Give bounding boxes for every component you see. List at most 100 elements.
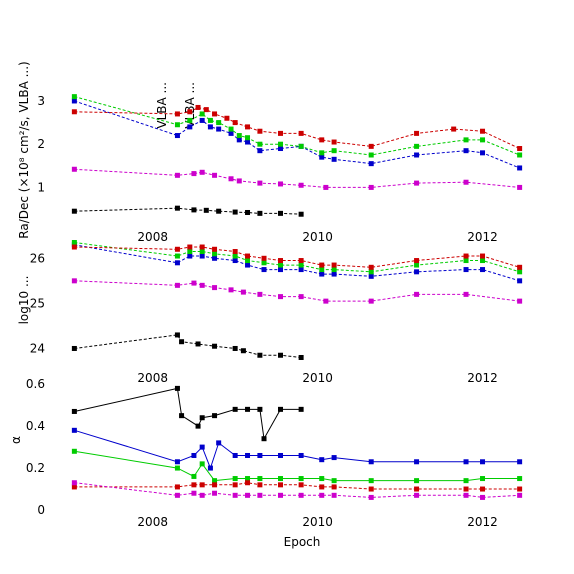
vertical-annotation-1: VLBA ... bbox=[155, 82, 169, 129]
data-point-red bbox=[278, 258, 284, 264]
data-point-magenta bbox=[245, 492, 251, 498]
y-tick-label: 1 bbox=[37, 180, 45, 194]
data-point-red bbox=[278, 482, 284, 488]
x-tick-label: 2008 bbox=[137, 230, 168, 244]
x-tick-label: 2012 bbox=[467, 515, 498, 529]
data-point-red bbox=[187, 109, 193, 115]
x-tick-label: 2008 bbox=[137, 515, 168, 529]
data-point-red bbox=[232, 482, 238, 488]
data-point-blue bbox=[368, 273, 374, 279]
data-point-green bbox=[174, 253, 180, 259]
data-point-black bbox=[232, 406, 238, 412]
data-point-blue bbox=[278, 267, 284, 273]
data-point-red bbox=[319, 137, 325, 143]
data-point-black bbox=[298, 211, 304, 217]
data-point-blue bbox=[414, 152, 420, 158]
data-point-green bbox=[368, 478, 374, 484]
data-point-red bbox=[517, 146, 523, 152]
data-point-red bbox=[174, 246, 180, 252]
y-axis-title-middle: log10 ... bbox=[17, 276, 31, 325]
data-point-red bbox=[174, 484, 180, 490]
data-point-red bbox=[212, 246, 218, 252]
data-point-black bbox=[232, 209, 238, 215]
data-point-black bbox=[278, 406, 284, 412]
data-point-black bbox=[191, 207, 197, 213]
data-point-blue bbox=[368, 161, 374, 167]
data-point-red bbox=[71, 484, 77, 490]
data-point-red bbox=[245, 253, 251, 259]
y-tick-label: 0.2 bbox=[26, 461, 45, 475]
y-axis-title-bottom: α bbox=[9, 436, 23, 444]
data-point-magenta bbox=[212, 172, 218, 178]
data-point-red bbox=[212, 482, 218, 488]
data-point-black bbox=[298, 406, 304, 412]
data-point-blue bbox=[199, 253, 205, 259]
data-point-blue bbox=[331, 455, 337, 461]
x-tick-label: 2010 bbox=[302, 515, 333, 529]
data-point-green bbox=[319, 267, 325, 273]
data-point-black bbox=[278, 352, 284, 358]
data-point-red bbox=[278, 130, 284, 136]
data-point-black bbox=[71, 408, 77, 414]
data-point-blue bbox=[257, 452, 263, 458]
data-point-blue bbox=[278, 146, 284, 152]
data-point-black bbox=[174, 205, 180, 211]
data-point-green bbox=[71, 94, 77, 100]
data-point-magenta bbox=[174, 172, 180, 178]
data-point-red bbox=[331, 262, 337, 268]
data-point-blue bbox=[228, 130, 234, 136]
data-point-blue bbox=[174, 260, 180, 266]
data-point-blue bbox=[517, 459, 523, 465]
data-point-blue bbox=[174, 459, 180, 465]
data-point-blue bbox=[207, 465, 213, 471]
data-point-blue bbox=[517, 165, 523, 171]
data-point-magenta bbox=[71, 278, 77, 284]
data-point-red bbox=[261, 255, 267, 261]
series-line-magenta bbox=[74, 168, 520, 188]
data-point-magenta bbox=[368, 494, 374, 500]
data-point-magenta bbox=[323, 298, 329, 304]
data-point-magenta bbox=[199, 282, 205, 288]
data-point-magenta bbox=[298, 182, 304, 188]
data-point-green bbox=[257, 141, 263, 147]
data-point-black bbox=[174, 332, 180, 338]
data-point-black bbox=[203, 207, 209, 213]
data-point-green bbox=[298, 262, 304, 268]
data-point-blue bbox=[517, 278, 523, 284]
data-point-green bbox=[480, 476, 486, 482]
data-point-green bbox=[216, 120, 222, 126]
data-point-magenta bbox=[228, 176, 234, 182]
data-point-magenta bbox=[191, 280, 197, 286]
data-point-green bbox=[319, 476, 325, 482]
data-point-blue bbox=[414, 269, 420, 275]
data-point-blue bbox=[414, 459, 420, 465]
data-point-red bbox=[191, 482, 197, 488]
y-tick-label: 3 bbox=[37, 94, 45, 108]
data-point-green bbox=[368, 269, 374, 275]
data-point-green bbox=[187, 117, 193, 123]
data-point-blue bbox=[245, 452, 251, 458]
data-point-red bbox=[195, 104, 201, 110]
data-point-green bbox=[463, 258, 469, 264]
data-point-blue bbox=[298, 452, 304, 458]
data-point-green bbox=[278, 262, 284, 268]
data-point-blue bbox=[212, 255, 218, 261]
data-point-black bbox=[179, 339, 185, 345]
data-point-black bbox=[257, 406, 263, 412]
data-point-green bbox=[517, 269, 523, 275]
panel-middle: 24 25 26 2008 2010 2012 bbox=[30, 240, 523, 385]
x-tick-label: 2012 bbox=[467, 371, 498, 385]
data-point-red bbox=[199, 244, 205, 250]
data-point-blue bbox=[480, 150, 486, 156]
y-tick-label: 0.6 bbox=[26, 377, 45, 391]
data-point-magenta bbox=[298, 492, 304, 498]
data-point-magenta bbox=[257, 492, 263, 498]
data-point-red bbox=[414, 258, 420, 264]
data-point-red bbox=[517, 486, 523, 492]
data-point-black bbox=[245, 209, 251, 215]
data-point-black bbox=[212, 413, 218, 419]
data-point-black bbox=[257, 210, 263, 216]
data-point-magenta bbox=[71, 480, 77, 486]
data-point-green bbox=[199, 249, 205, 255]
series-line-green bbox=[74, 242, 520, 273]
